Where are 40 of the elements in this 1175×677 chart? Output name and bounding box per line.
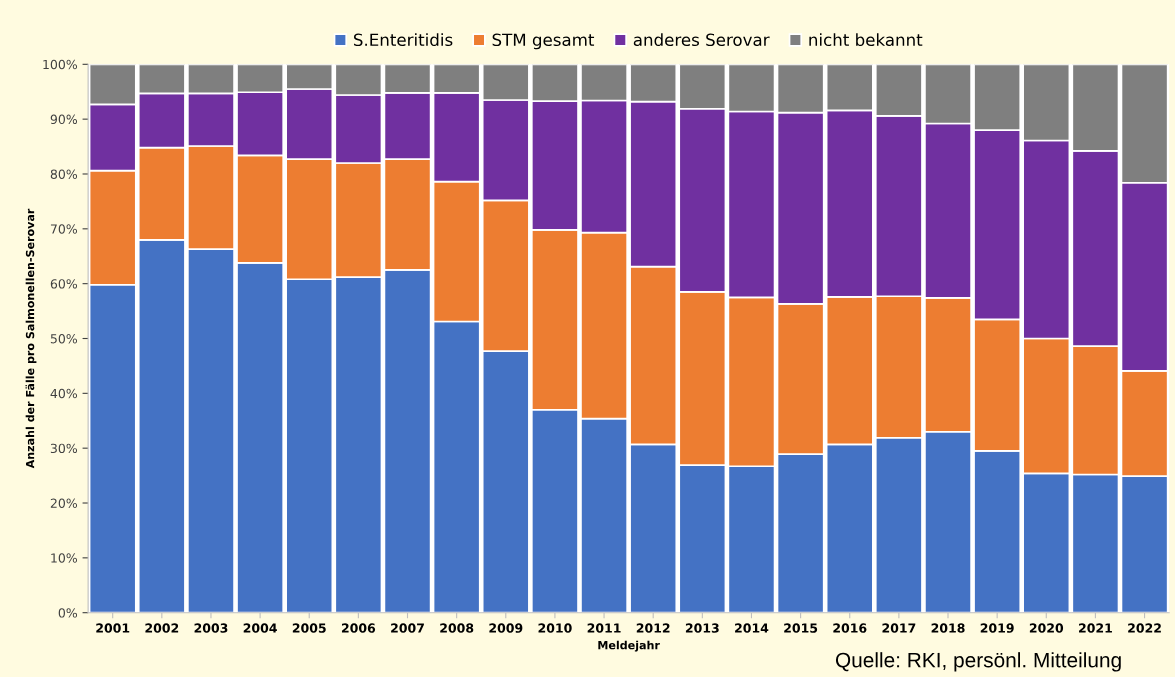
x-tick-label: 2015 [784,623,818,633]
x-tick-label: 2010 [538,623,572,633]
y-tick-label: 20% [50,498,78,508]
y-tick-label: 50% [50,333,78,344]
y-tick-label: 70% [50,224,78,234]
legend-label: anderes Serovar [633,33,770,47]
x-tick-label: 2016 [833,623,867,633]
x-tick-label: 2009 [489,623,523,633]
x-tick-label: 2013 [685,623,719,633]
y-axis-title: Anzahl der Fälle pro Salmonellen-Serovar [25,208,37,469]
y-tick-label: 10% [51,553,78,563]
y-tick-label: 80% [50,169,78,179]
y-tick-label: 60% [50,279,78,289]
x-tick-label: 2018 [931,623,965,633]
x-tick-label: 2014 [735,623,769,633]
x-tick-label: 2007 [391,623,424,633]
x-tick-label: 2020 [1029,623,1064,633]
x-tick-label: 2002 [145,623,179,633]
x-tick-label: 2004 [243,623,277,633]
y-tick-label: 30% [50,443,78,454]
x-tick-label: 2019 [980,623,1014,633]
y-tick-label: 0% [58,608,78,618]
x-tick-label: 2006 [341,623,376,633]
x-tick-label: 2003 [194,623,228,633]
source-note: Quelle: RKI, persönl. Mitteilung [835,652,1121,672]
x-tick-label: 2005 [292,623,326,633]
x-tick-label: 2017 [882,623,916,633]
legend-label: nicht bekannt [809,33,923,47]
y-tick-label: 40% [50,388,78,399]
x-tick-label: 2008 [440,623,474,633]
x-tick-label: 2012 [636,623,670,633]
x-tick-label: 2022 [1128,623,1161,633]
legend-label: S.Enteritidis [353,33,453,47]
x-axis-title: Meldejahr [598,640,660,652]
y-tick-label: 90% [50,114,78,125]
legend-label: STM gesamt [492,33,595,50]
y-tick-label: 100% [43,59,78,70]
x-tick-label: 2021 [1079,623,1112,633]
x-tick-label: 2001 [96,623,130,633]
x-tick-label: 2011 [587,623,621,633]
